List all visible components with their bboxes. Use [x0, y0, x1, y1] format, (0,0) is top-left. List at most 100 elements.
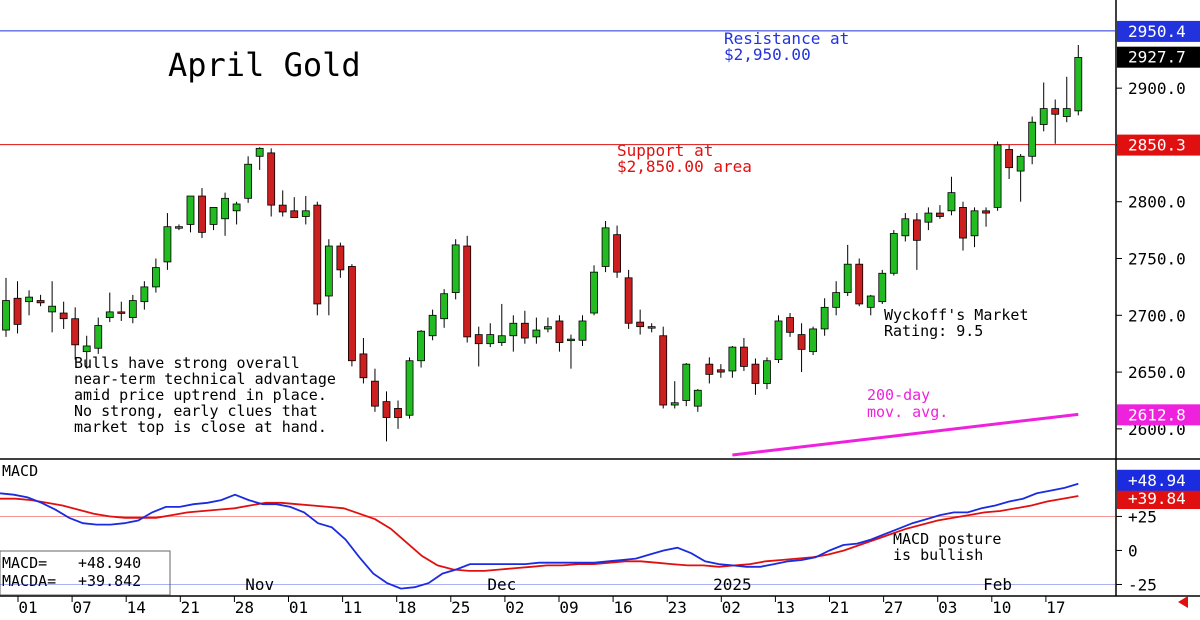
macd-note-line-1: MACD posture	[893, 530, 1001, 548]
macd-readout-value: +48.940	[78, 554, 141, 572]
macd-readout-box	[0, 550, 171, 596]
macda-badge-bg	[1117, 488, 1200, 510]
candle-body	[117, 311, 126, 314]
date-tick-label: 23	[668, 598, 687, 616]
date-tick-label: 16	[613, 598, 632, 616]
candle-body	[25, 296, 33, 303]
date-tick-label: 09	[559, 598, 578, 616]
candles-layer	[2, 44, 1083, 442]
candle-body	[232, 203, 241, 212]
candle-body	[163, 226, 172, 263]
candle-body	[820, 306, 829, 330]
candle-body	[463, 245, 472, 338]
candle-body	[763, 360, 771, 384]
date-tick-label: 21	[830, 598, 849, 616]
candle-body	[382, 401, 391, 418]
candle-body	[451, 244, 460, 293]
candle-body	[440, 293, 449, 320]
resistance-annotation-line-1: Resistance at	[724, 29, 849, 48]
candle-body	[405, 360, 414, 416]
commentary-line-3: amid price uptrend in place.	[74, 386, 327, 404]
date-tick-label: 02	[505, 598, 524, 616]
badge-layer: 2950.4 2927.7 2850.3 2612.8 +39.84+48.94	[1117, 20, 1200, 510]
macda-readout-value: +39.842	[78, 572, 141, 590]
ma-badge-bg	[1117, 404, 1200, 426]
candle-body	[647, 326, 656, 329]
wyckoff-annotation-line-1: Wyckoff's Market	[884, 306, 1029, 324]
candle-body	[486, 334, 495, 345]
price-tick-label: 2650.0	[1128, 363, 1186, 382]
macd-badge-text: +48.94	[1128, 471, 1186, 490]
candle-body	[497, 335, 506, 343]
candle-body	[947, 192, 956, 212]
candle-body	[774, 320, 783, 360]
macd-panel-title: MACD	[2, 462, 38, 480]
date-tick-label: 21	[181, 598, 200, 616]
candle-body	[797, 334, 806, 350]
left-arrow-icon[interactable]	[1178, 596, 1188, 608]
candle-body	[855, 263, 864, 305]
ma-annotation-line-1: 200-day	[867, 386, 930, 404]
candle-body	[636, 321, 645, 328]
candle-body	[555, 320, 564, 343]
candle-body	[244, 163, 253, 199]
candle-body	[221, 197, 229, 220]
candle-body	[936, 212, 944, 217]
candle-body	[186, 195, 195, 225]
candle-body	[959, 207, 967, 239]
candle-body	[659, 335, 668, 406]
commentary-line-1: Bulls have strong overall	[74, 354, 300, 372]
candle-body	[1039, 108, 1048, 125]
candle-body	[48, 305, 57, 313]
candle-body	[394, 408, 402, 418]
date-tick-label: 14	[127, 598, 146, 616]
candle-body	[889, 233, 898, 274]
candle-body	[670, 402, 679, 406]
candle-body	[59, 312, 68, 320]
candle-body	[1074, 57, 1083, 112]
date-tick-label: 01	[18, 598, 37, 616]
moving-average-layer	[732, 412, 1079, 457]
candle-body	[544, 326, 552, 330]
candle-body	[428, 314, 437, 337]
date-tick-label: 10	[992, 598, 1011, 616]
date-tick-label: 02	[722, 598, 741, 616]
month-label: 2025	[713, 575, 752, 594]
macd-tick-label: -25	[1128, 575, 1157, 594]
candle-body	[417, 330, 425, 362]
support-annotation-line-1: Support at	[617, 141, 713, 160]
candle-body	[336, 245, 345, 271]
candle-body	[982, 210, 990, 214]
candle-body	[474, 334, 483, 345]
date-tick-label: 13	[776, 598, 795, 616]
last-price-badge-text: 2927.7	[1128, 48, 1186, 67]
resistance-annotation-line-2: $2,950.00	[724, 45, 811, 64]
macda-line	[0, 495, 1079, 572]
candle-body	[13, 297, 22, 325]
candle-body	[278, 204, 287, 213]
macd-tick-label: 0	[1128, 541, 1138, 560]
price-tick-label: 2750.0	[1128, 250, 1186, 269]
candle-body	[290, 210, 299, 219]
candle-body	[151, 267, 160, 288]
resistance-badge-bg	[1117, 20, 1200, 42]
date-tick-label: 27	[884, 598, 903, 616]
candle-body	[1005, 149, 1014, 169]
candle-body	[82, 345, 91, 353]
commentary-line-4: No strong, early clues that	[74, 402, 318, 420]
candle-body	[371, 380, 379, 407]
candle-body	[705, 363, 714, 375]
moving-average-line	[732, 412, 1079, 457]
candle-body	[520, 322, 529, 339]
candle-body	[624, 277, 633, 324]
price-tick-label: 2700.0	[1128, 306, 1186, 325]
wyckoff-annotation-line-2: Rating: 9.5	[884, 322, 983, 340]
candle-body	[1028, 121, 1037, 157]
candle-body	[924, 212, 933, 223]
month-label: Nov	[245, 575, 274, 594]
candle-body	[567, 338, 575, 342]
candle-body	[94, 325, 103, 349]
date-tick-label: 18	[397, 598, 416, 616]
candle-body	[105, 311, 114, 318]
